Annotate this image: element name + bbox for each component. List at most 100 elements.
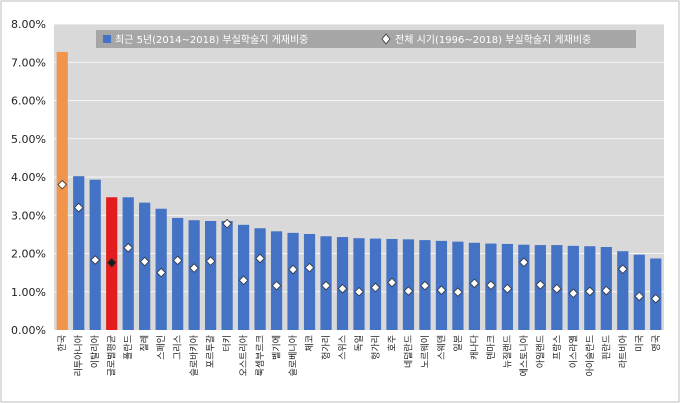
category-label: 독일 — [354, 335, 365, 352]
category-label: 포르투갈 — [206, 335, 217, 368]
marker — [585, 286, 595, 297]
category-label: 글로벌평균 — [107, 335, 118, 376]
bar — [254, 228, 266, 330]
bar — [205, 220, 217, 330]
bar — [402, 239, 415, 330]
marker — [486, 280, 496, 291]
category-label: 호주 — [387, 335, 398, 352]
markers — [57, 179, 661, 304]
marker — [106, 257, 117, 268]
bar — [287, 232, 299, 330]
bar — [56, 51, 68, 331]
category-label: 한국 — [57, 335, 68, 352]
category-label: 스웨덴 — [435, 335, 447, 360]
category-label: 라트비아 — [618, 334, 629, 368]
category-label: 프랑스 — [551, 335, 563, 360]
category-label: 미국 — [634, 335, 645, 352]
marker — [403, 286, 414, 296]
legend-background — [96, 30, 636, 48]
y-tick-label: 3.00% — [11, 209, 46, 222]
marker — [156, 267, 166, 278]
y-tick-label: 8.00% — [11, 18, 46, 31]
marker — [453, 287, 463, 297]
category-label: 일본 — [453, 335, 464, 352]
category-label: 이탈리아 — [90, 334, 101, 368]
marker — [535, 280, 546, 290]
marker — [189, 263, 199, 273]
bar — [353, 238, 365, 330]
y-tick-label: 0.00% — [11, 324, 46, 337]
category-label: 헝가리 — [370, 335, 381, 360]
category-label: 리투아니아 — [74, 334, 85, 376]
legend-bar-label: 최근 5년(2014~2018) 부실학술지 게재비중 — [115, 34, 308, 46]
bar — [518, 244, 530, 330]
bar — [73, 176, 85, 330]
category-label: 슬로바키아 — [189, 334, 200, 376]
bar — [139, 202, 151, 330]
marker — [222, 218, 232, 229]
legend: 최근 5년(2014~2018) 부실학술지 게재비중 전체 시기(1996~2… — [96, 30, 636, 48]
marker — [370, 282, 381, 293]
marker — [90, 255, 100, 265]
marker — [321, 280, 331, 291]
bar — [221, 220, 233, 330]
category-label: 이스라엘 — [568, 335, 579, 368]
y-axis-ticks: 0.00% 1.00% 2.00% 3.00% 4.00% 5.00% 6.00% 7.00%… — [11, 18, 46, 337]
category-label: 덴마크 — [486, 335, 497, 360]
y-tick-label: 7.00% — [11, 56, 46, 69]
marker — [469, 278, 480, 289]
bar — [270, 231, 283, 330]
marker — [73, 202, 84, 213]
bar — [122, 197, 134, 330]
category-label: 슬로베니아 — [288, 334, 299, 376]
y-tick-label: 2.00% — [11, 248, 46, 261]
marker — [634, 291, 645, 302]
category-label: 네덜란드 — [402, 335, 414, 368]
marker — [436, 285, 447, 295]
legend-marker-label: 전체 시기(1996~2018) 부실학술지 게재비중 — [395, 34, 591, 46]
legend-bar-swatch — [103, 35, 111, 43]
bar — [188, 220, 200, 330]
category-label: 아이슬란드 — [584, 335, 596, 376]
marker — [601, 285, 612, 296]
category-label: 스위스 — [338, 335, 349, 360]
marker — [502, 283, 513, 294]
marker — [568, 288, 579, 299]
marker — [387, 277, 397, 288]
marker — [255, 253, 265, 264]
category-label: 캐나다 — [469, 334, 480, 360]
marker — [205, 256, 216, 266]
category-label: 헝가리 — [321, 335, 332, 360]
legend-marker-swatch — [381, 33, 391, 45]
bar — [172, 217, 184, 330]
category-label: 칠레 — [140, 335, 151, 352]
marker — [271, 280, 282, 291]
marker — [420, 280, 430, 291]
marker — [354, 286, 364, 297]
marker — [238, 275, 249, 286]
marker — [172, 255, 183, 266]
bar — [303, 233, 316, 330]
bar — [452, 241, 464, 330]
y-tick-label: 1.00% — [11, 286, 46, 299]
marker — [552, 283, 562, 294]
category-label: 체코 — [305, 335, 316, 352]
bar — [336, 237, 349, 330]
x-axis-categories: 한국 리투아니아 이탈리아 글로벌평균 폴란드 칠레 스페인 그리스 슬로바키아 포르투갈 터키 오스… — [57, 334, 662, 376]
y-tick-label: 6.00% — [11, 95, 46, 108]
category-label: 핀란드 — [600, 335, 612, 360]
category-label: 노르웨이 — [419, 335, 431, 368]
bar — [435, 240, 448, 330]
category-label: 에스토니아 — [519, 334, 530, 376]
category-label: 아일랜드 — [535, 335, 546, 368]
marker — [618, 264, 628, 274]
marker — [123, 242, 133, 253]
category-label: 그리스 — [173, 335, 184, 360]
marker — [519, 257, 529, 268]
marker — [650, 293, 661, 304]
y-tick-label: 5.00% — [11, 133, 46, 146]
category-label: 오스트리아 — [239, 334, 250, 376]
category-label: 영국 — [651, 335, 662, 352]
